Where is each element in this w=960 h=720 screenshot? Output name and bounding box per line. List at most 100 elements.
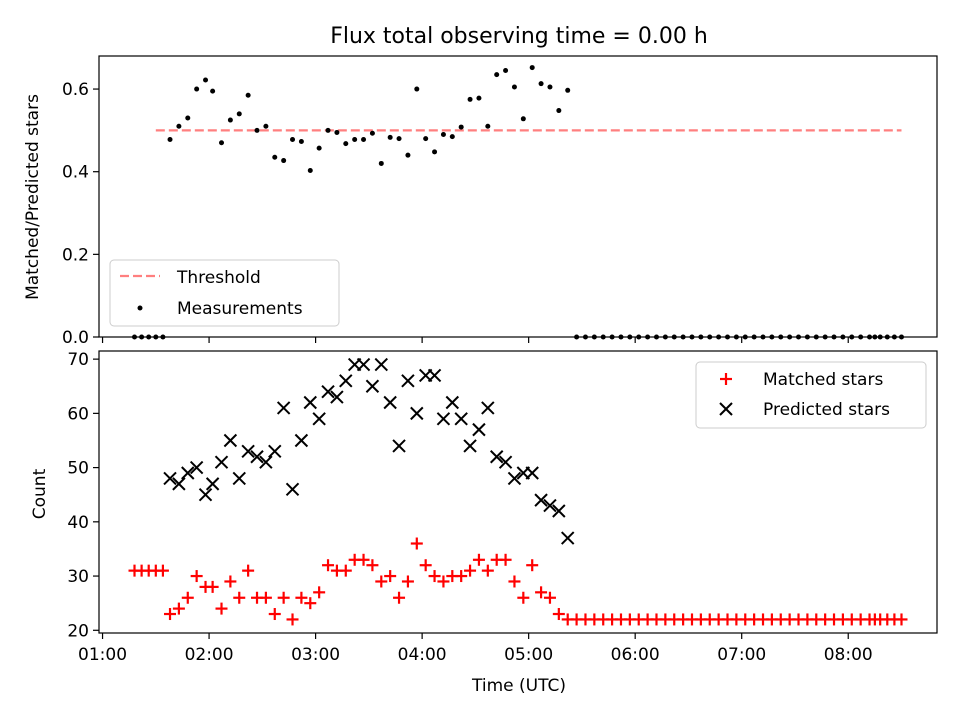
measurement-point [281,158,287,164]
top-legend-box [109,259,340,327]
measurement-point [272,154,278,160]
predicted-star-point [383,395,397,410]
measurement-point [316,145,322,151]
matched-star-point [526,559,539,572]
predicted-star-point [223,433,238,448]
matched-star-point [286,613,299,626]
legend-threshold-label: Threshold [176,268,261,288]
measurement-point [298,139,304,145]
cross-stroke [268,444,282,459]
measurement-point [290,136,296,142]
predicted-star-point [401,374,415,388]
cross-stroke [189,460,204,475]
predicted-star-point [259,455,273,469]
matched-star-point [164,608,177,621]
chart-title: Flux total observing time = 0.00 h [330,24,708,49]
bottom-plot-frame [98,350,938,634]
measurement-point [458,124,464,130]
measurement-point [194,86,200,92]
matched-star-point [190,570,203,583]
matched-star-point [552,608,565,621]
matched-star-point [375,575,388,588]
cross-stroke [321,384,335,399]
measurement-point [476,95,482,101]
matched-star-point [472,553,485,566]
cross-stroke [339,374,353,388]
x-tick-label: 02:00 [185,645,234,665]
bottom-y-tick-label: 60 [67,404,89,424]
measurement-point [361,136,367,142]
predicted-star-point [321,384,335,399]
predicted-star-point [294,433,309,448]
measurement-point [547,84,553,90]
top-y-tick-label: 0.4 [62,163,89,183]
measurement-point [423,136,429,142]
cross-stroke [303,395,317,410]
cross-stroke [285,482,300,496]
matched-star-point [242,564,255,577]
predicted-star-point [552,504,566,518]
count-marks [128,357,908,626]
predicted-star-point [489,450,504,464]
cross-stroke [356,357,371,372]
matched-star-point [259,591,272,604]
predicted-star-point [392,439,406,453]
legend-measurements-swatch [137,305,143,311]
ratio-panel: 0.0 0.2 0.4 0.6 Matched/Predicted stars Thr… [23,55,938,348]
matched-star-point [535,586,548,599]
predicted-star-point [232,471,246,486]
matched-star-point [410,537,423,550]
predicted-star-point [427,368,442,383]
measurement-point [325,127,331,133]
cross-stroke [181,466,195,480]
cross-stroke [330,390,344,404]
measurement-point [449,134,455,140]
predicted-star-point [189,460,204,475]
measurement-point [307,167,313,173]
bottom-y-axis-label: Count [30,468,50,519]
matched-star-point [206,580,219,593]
measurement-point [167,136,173,142]
matched-star-point [455,570,468,583]
matched-star-point [215,602,228,615]
predicted-star-point [303,395,317,410]
measurement-point [405,152,411,158]
measurement-point [503,67,509,73]
measurement-point [565,87,571,93]
cross-stroke [294,433,309,448]
measurement-point [369,130,375,136]
predicted-star-point [339,374,353,388]
cross-stroke [163,471,177,486]
matched-star-point [401,575,414,588]
x-tick-label: 05:00 [504,645,553,665]
measurement-point [227,117,233,123]
predicted-star-point [481,401,495,415]
measurement-point [520,116,526,122]
predicted-star-point [463,439,477,453]
predicted-star-point [472,422,486,437]
predicted-star-point [445,395,460,410]
matched-star-point [366,559,379,572]
x-axis-label: Time (UTC) [471,676,566,696]
legend-plus [720,373,732,385]
measurement-point [343,141,349,147]
cross-stroke [259,455,273,469]
bottom-y-tick-label: 50 [67,459,89,479]
measurement-point [254,127,260,133]
bottom-y-tick-label: 20 [67,621,89,641]
measurement-point [236,111,242,117]
predicted-star-point [198,488,213,502]
measurement-point [203,77,209,83]
cross-stroke [374,357,388,372]
top-legend: Threshold Measurements [109,259,340,327]
predicted-star-point [365,379,380,393]
predicted-star-point [205,477,220,491]
measurement-point [538,81,544,87]
measurement-point [352,136,358,142]
legend-cross [719,402,733,416]
cross-stroke [276,401,291,415]
cross-stroke [241,444,255,459]
predicted-star-point [534,493,548,507]
cross-stroke [534,493,548,507]
